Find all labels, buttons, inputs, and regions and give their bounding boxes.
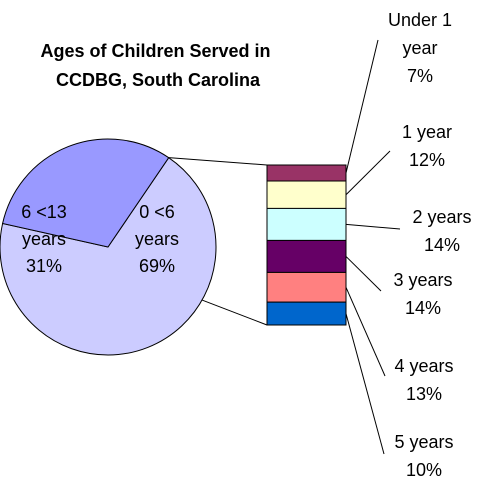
- pie-slice-label-1-line-1: 0 <6: [139, 202, 175, 222]
- leader-line-4: [345, 256, 382, 292]
- bar-segment-label-6-line-1: 5 years: [394, 432, 453, 452]
- bar-segment-label-3-line-2: 14%: [424, 235, 460, 255]
- bar-segment-6: [266, 301, 347, 326]
- bar-leader-lines: [345, 39, 401, 455]
- leader-line-5: [345, 287, 386, 377]
- pie-slice-1: [0, 156, 217, 356]
- bar-segment-label-5-line-2: 13%: [406, 384, 442, 404]
- leader-line-3: [345, 223, 401, 230]
- pie-slice-label-2-line-1: 6 <13: [21, 202, 67, 222]
- bar-segment-label-5: 4 years 13%: [394, 356, 453, 404]
- pie-slice-label-1: 0 <6 years 69%: [135, 202, 179, 276]
- leader-line-6: [345, 313, 385, 455]
- bar-segment-1: [266, 164, 347, 182]
- bar-segment-label-3: 2 years 14%: [412, 207, 471, 255]
- bar-segment-label-2-line-1: 1 year: [402, 122, 452, 142]
- bar-segment-label-6: 5 years 10%: [394, 432, 453, 478]
- leader-line-2: [345, 150, 391, 196]
- bar-segment-label-1-line-1: Under 1: [388, 10, 452, 30]
- pie-slice-label-1-line-2: years: [135, 229, 179, 249]
- bar-segment-label-6-line-2: 10%: [406, 460, 442, 478]
- leader-line-1: [345, 39, 379, 174]
- connector-line-top: [168, 157, 268, 166]
- bar-segment-label-3-line-1: 2 years: [412, 207, 471, 227]
- bar-segment-label-5-line-1: 4 years: [394, 356, 453, 376]
- bar-segment-label-2: 1 year 12%: [402, 122, 452, 170]
- chart-title-line-1: Ages of Children Served in: [40, 41, 270, 61]
- pie-slice-label-2-line-3: 31%: [26, 256, 62, 276]
- pie-slice-2: [2, 138, 170, 248]
- pie: [0, 138, 217, 356]
- bar-segment-label-2-line-2: 12%: [409, 150, 445, 170]
- bar-segment-label-4-line-1: 3 years: [393, 270, 452, 290]
- bar-segment-label-4-line-2: 14%: [405, 298, 441, 318]
- bar-segment-label-4: 3 years 14%: [393, 270, 452, 318]
- bar-segment-4: [266, 239, 347, 273]
- pie-slice-label-2: 6 <13 years 31%: [21, 202, 67, 276]
- breakdown-bar: [266, 164, 347, 326]
- bar-segment-label-1-line-3: 7%: [407, 66, 433, 86]
- pie-slice-label-2-line-2: years: [22, 229, 66, 249]
- bar-segment-3: [266, 207, 347, 241]
- bar-segment-2: [266, 180, 347, 209]
- bar-segment-label-1-line-2: year: [402, 38, 437, 58]
- bar-segment-5: [266, 271, 347, 303]
- chart-title: Ages of Children Served in CCDBG, South …: [40, 41, 275, 90]
- chart-title-line-2: CCDBG, South Carolina: [56, 70, 261, 90]
- bar-segment-label-1: Under 1 year 7%: [388, 10, 452, 86]
- pie-slice-label-1-line-3: 69%: [139, 256, 175, 276]
- data-labels: 0 <6 years 69% 6 <13 years 31% Under 1 year 7% 1 …: [21, 10, 471, 478]
